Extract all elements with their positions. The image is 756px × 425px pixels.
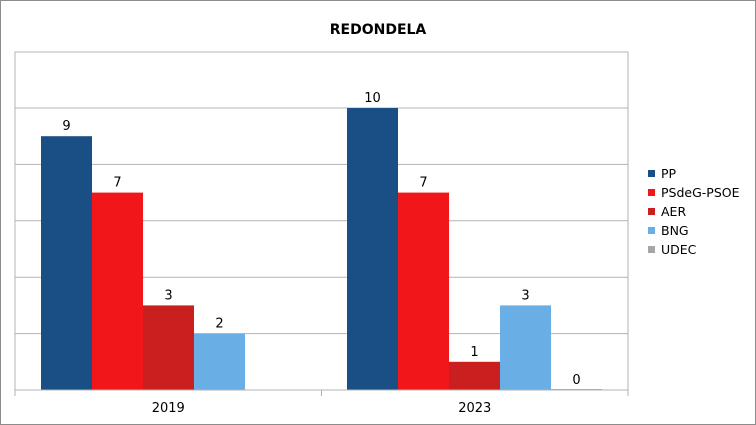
bar [347, 108, 398, 390]
legend-swatch [648, 189, 655, 196]
bar [92, 192, 143, 390]
legend-label: AER [661, 204, 686, 219]
legend-label: PSdeG-PSOE [661, 185, 740, 200]
chart-title: REDONDELA [330, 22, 427, 38]
bar [398, 192, 449, 390]
bar [449, 361, 500, 390]
data-label: 7 [419, 176, 427, 191]
data-label: 7 [113, 176, 121, 191]
data-label: 2 [215, 317, 223, 332]
bar [500, 305, 551, 390]
plot-area: 9 7 3 2 2019 10 7 1 3 0 2023 [14, 51, 629, 416]
data-label: 1 [470, 345, 478, 360]
legend-swatch [648, 227, 655, 234]
bar [143, 305, 194, 390]
legend-label: PP [661, 166, 677, 181]
data-label: 3 [521, 288, 529, 303]
data-label: 0 [572, 373, 580, 388]
x-tick-label: 2019 [152, 401, 185, 416]
legend: PP PSdeG-PSOE AER BNG UDEC [648, 166, 740, 257]
data-label: 10 [364, 91, 381, 106]
bar [41, 136, 92, 390]
bar [194, 333, 245, 390]
legend-label: UDEC [661, 242, 697, 257]
data-label: 3 [164, 288, 172, 303]
legend-swatch [648, 246, 655, 253]
legend-swatch [648, 170, 655, 177]
legend-label: BNG [661, 223, 689, 238]
legend-swatch [648, 208, 655, 215]
data-label: 9 [62, 119, 70, 134]
x-tick-label: 2023 [458, 401, 491, 416]
